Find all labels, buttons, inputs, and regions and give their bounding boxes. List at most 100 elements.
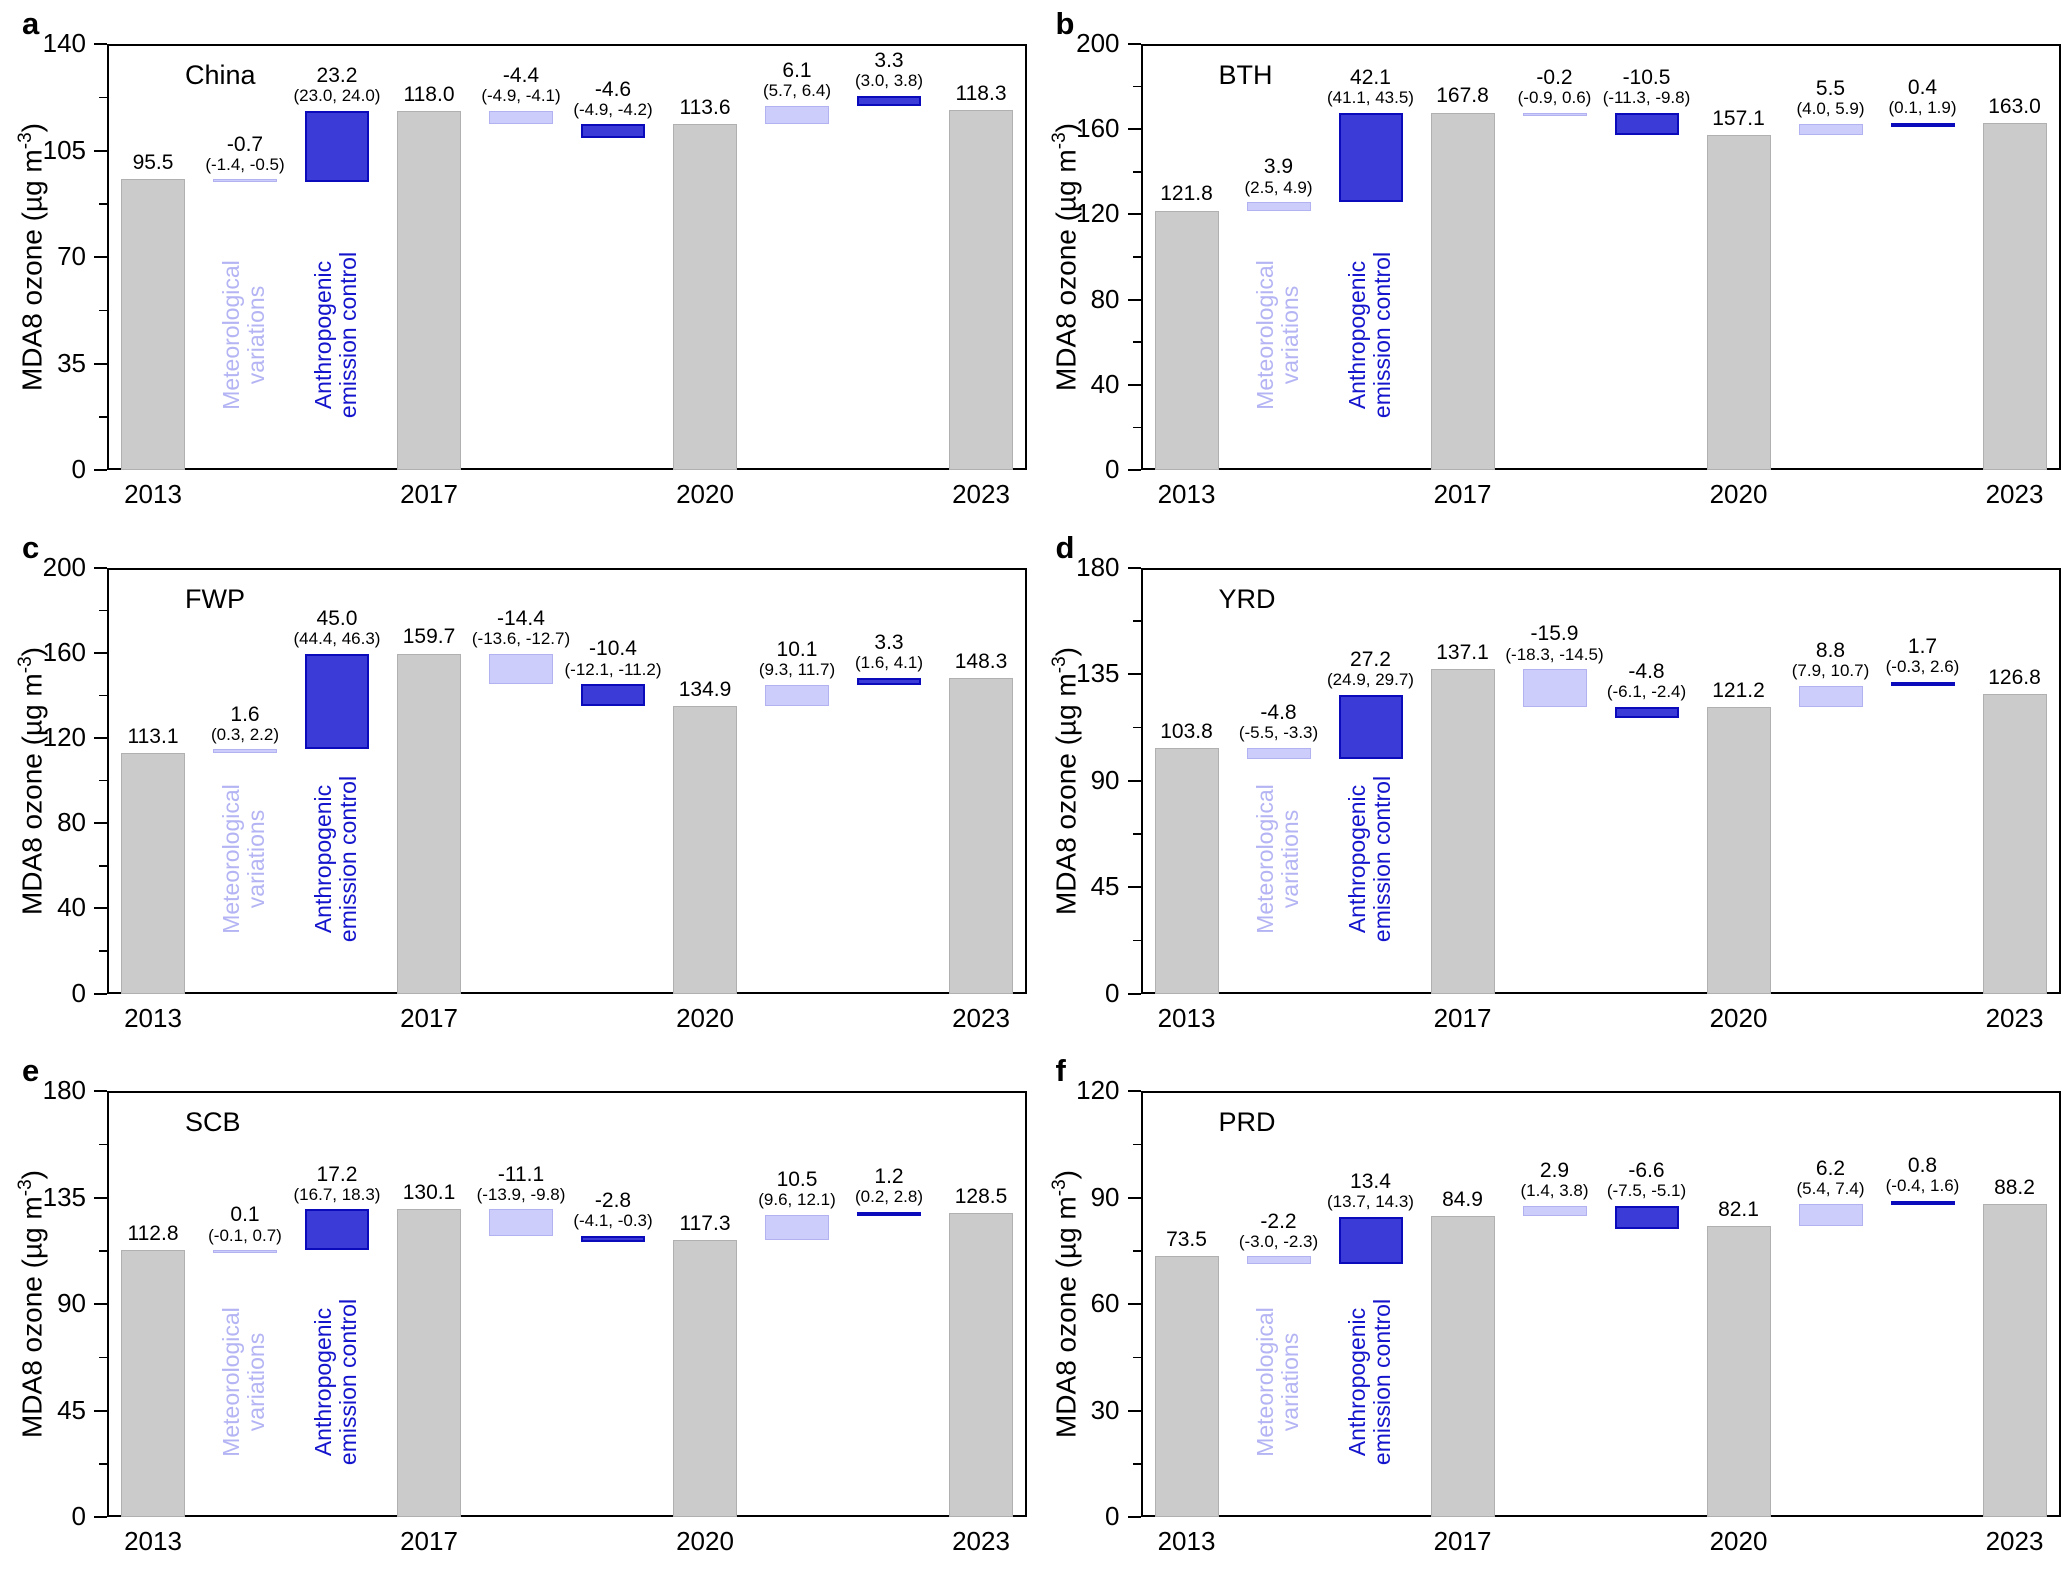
bar-ci-label: (1.6, 4.1)	[854, 653, 924, 673]
y-axis-title: MDA8 ozone (µg m-3)	[1048, 123, 1081, 392]
panel-letter: d	[1055, 529, 1075, 565]
anthro-bar	[305, 1209, 369, 1251]
y-major-tick	[94, 469, 107, 471]
y-major-tick	[1127, 1303, 1141, 1306]
y-major-tick	[1127, 1196, 1141, 1199]
anthro-series-label: Anthropogenic emission control	[310, 1299, 361, 1466]
bar-value-label: 27.2	[1350, 648, 1391, 672]
bar-ci-label: (-0.4, 1.6)	[1885, 1176, 1960, 1196]
panel-letter: f	[1055, 1053, 1066, 1089]
bar-value-label: 118.3	[955, 81, 1007, 105]
y-minor-tick	[99, 203, 107, 205]
bar-ci-label: (5.7, 6.4)	[762, 81, 832, 101]
y-minor-tick	[1132, 256, 1141, 258]
met-label: -15.9 (-18.3, -14.5)	[1505, 622, 1603, 664]
plot-box	[107, 1091, 1027, 1518]
x-tick-label: 2020	[1709, 1526, 1768, 1557]
year-value-label: 167.8	[1436, 84, 1489, 107]
y-major-tick	[1127, 1409, 1141, 1412]
bar-ci-label: (23.0, 24.0)	[293, 86, 381, 106]
y-tick-label: 0	[1105, 977, 1120, 1008]
bar-value-label: -14.4	[497, 606, 545, 630]
x-tick-label: 2023	[1985, 479, 2044, 509]
year-bar-2017	[1430, 1215, 1495, 1518]
year-value-label: 84.9	[1442, 1188, 1483, 1211]
y-major-tick	[94, 737, 107, 740]
y-axis-title: MDA8 ozone (µg m-3)	[1048, 1170, 1081, 1439]
y-major-tick	[94, 1303, 107, 1306]
region-label: China	[185, 60, 256, 90]
met-series-label: Meteorological variations	[1251, 260, 1303, 410]
x-tick-label: 2020	[1709, 1002, 1768, 1033]
panel-c: c 0 40 80 120 160 200 MDA8 ozone (µg m-3) FWP Met…	[0, 524, 1034, 1048]
y-tick-label: 120	[42, 722, 86, 753]
met-bar	[1522, 669, 1587, 707]
bar-ci-label: (-3.0, -2.3)	[1238, 1231, 1319, 1251]
year-value-label: 126.8	[1988, 666, 2041, 689]
met-label: -2.2 (-3.0, -2.3)	[1239, 1210, 1318, 1252]
year-value-label: 82.1	[1718, 1198, 1759, 1221]
bar-ci-label: (-4.9, -4.2)	[573, 99, 653, 119]
y-tick-label: 0	[1105, 454, 1120, 484]
y-major-tick	[1127, 1090, 1141, 1093]
bar-ci-label: (-13.6, -12.7)	[471, 628, 571, 648]
panel-letter: e	[22, 1053, 40, 1089]
bar-value-label: -4.8	[1628, 660, 1665, 684]
anthro-bar	[305, 110, 369, 182]
bar-value-label: 10.1	[776, 638, 818, 662]
x-tick-label: 2013	[1157, 1526, 1216, 1557]
anthro-label: -6.6 (-7.5, -5.1)	[1607, 1159, 1686, 1201]
bar-ci-label: (-1.4, -0.5)	[205, 154, 285, 174]
bar-value-label: 103.8	[1160, 719, 1213, 743]
y-major-tick	[94, 43, 107, 45]
year-value-label: 130.1	[403, 1181, 456, 1204]
anthro-label: -10.5 (-11.3, -9.8)	[1603, 66, 1691, 108]
y-tick-label: 0	[71, 977, 86, 1008]
met-series-label: Meteorological variations	[218, 783, 269, 934]
year-bar-2013	[121, 179, 185, 470]
met-label: -4.4 (-4.9, -4.1)	[481, 64, 560, 106]
y-major-tick	[1127, 779, 1141, 782]
panel-a: a 0 35 70 105 140 MDA8 ozone (µg m-3) China Mete…	[0, 0, 1034, 524]
bar-value-label: 0.1	[230, 1203, 260, 1227]
bar-value-label: 0.4	[1907, 76, 1938, 100]
met-label: 1.6 (0.3, 2.2)	[211, 703, 279, 745]
bar-value-label: 0.8	[1907, 1154, 1938, 1178]
y-tick-label: 105	[42, 134, 86, 165]
bar-value-label: 1.7	[1907, 635, 1938, 659]
bar-value-label: 1.6	[230, 702, 260, 726]
y-tick-label: 0	[71, 454, 86, 484]
bar-value-label: 117.3	[679, 1211, 731, 1235]
panel-letter: b	[1055, 6, 1075, 41]
bar-value-label: -10.4	[589, 637, 637, 661]
y-minor-tick	[1132, 833, 1141, 835]
y-major-tick	[1127, 383, 1141, 386]
bar-value-label: -2.8	[594, 1188, 632, 1212]
met-label: 2.9 (1.4, 3.8)	[1520, 1159, 1588, 1201]
met-label: -11.1 (-13.9, -9.8)	[477, 1163, 566, 1205]
y-major-tick	[94, 1409, 107, 1412]
anthro-bar	[581, 124, 645, 139]
year-value-label: 103.8	[1160, 720, 1213, 743]
y-major-tick	[94, 822, 107, 825]
anthro-label: -2.8 (-4.1, -0.3)	[573, 1189, 652, 1231]
bar-value-label: 3.9	[1263, 155, 1294, 179]
panel-e: e 0 45 90 135 180 MDA8 ozone (µg m-3) SCB Meteor…	[0, 1047, 1034, 1571]
bar-value-label: 45.0	[316, 606, 358, 630]
bar-ci-label: (16.7, 18.3)	[293, 1184, 381, 1204]
met-label: 0.1 (-0.1, 0.7)	[208, 1203, 282, 1245]
bar-value-label: 163.0	[1988, 94, 2041, 118]
bar-value-label: -0.2	[1536, 65, 1573, 89]
bar-ci-label: (24.9, 29.7)	[1327, 670, 1414, 690]
x-tick-label: 2023	[952, 1526, 1010, 1557]
year-bar-2017	[397, 110, 461, 470]
year-bar-2017	[397, 653, 461, 994]
anthro-label: 13.4 (13.7, 14.3)	[1327, 1170, 1414, 1212]
bar-ci-label: (-11.3, -9.8)	[1602, 88, 1691, 108]
y-tick-label: 40	[57, 892, 86, 923]
anthro-bar	[1338, 1216, 1403, 1265]
anthro-series-label: Anthropogenic emission control	[1343, 251, 1395, 419]
panel-letter: a	[22, 6, 40, 41]
y-minor-tick	[99, 865, 107, 867]
